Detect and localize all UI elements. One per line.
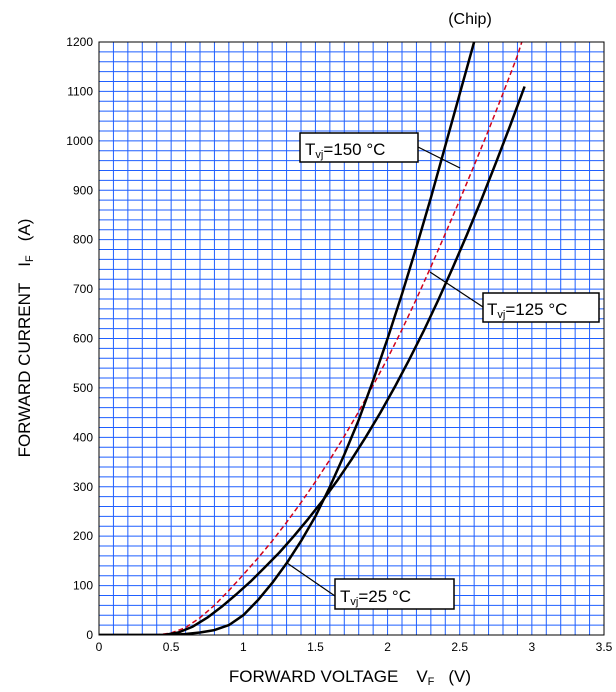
- callout-label-125: Tvj=125 °C: [487, 300, 567, 321]
- y-tick-label: 0: [86, 628, 93, 642]
- x-axis-symbol: V: [416, 667, 428, 686]
- y-axis-unit: (A): [15, 219, 34, 242]
- x-axis-title: FORWARD VOLTAGE VF (V): [229, 667, 471, 688]
- x-axis-unit: (V): [448, 667, 471, 686]
- y-tick-label: 1100: [67, 84, 93, 98]
- series-line-150c: [99, 86, 526, 635]
- callout-label-25: Tvj=25 °C: [340, 587, 411, 608]
- y-tick-label: 500: [73, 381, 93, 395]
- callout-leader-125: [429, 271, 484, 308]
- callout-box-25: [334, 578, 455, 610]
- callout-leader-150: [417, 146, 461, 169]
- x-tick-label: 0.5: [163, 640, 180, 654]
- x-tick-label: 2.5: [451, 640, 468, 654]
- y-axis-symbol: I: [15, 262, 34, 267]
- grid: [99, 42, 604, 635]
- y-tick-label: 1000: [66, 134, 93, 148]
- x-tick-label: 2: [384, 640, 391, 654]
- y-tick-label: 400: [73, 430, 93, 444]
- plot-frame: [98, 41, 605, 636]
- y-axis-symbol-sub: F: [24, 255, 36, 262]
- y-tick-label: 700: [73, 282, 93, 296]
- x-axis-label: FORWARD VOLTAGE: [229, 667, 398, 686]
- x-tick-label: 3.5: [596, 640, 613, 654]
- callout-box-150: [299, 132, 419, 163]
- y-axis-title: FORWARD CURRENT IF (A): [15, 219, 36, 458]
- y-tick-label: 1200: [66, 35, 93, 49]
- y-tick-label: 300: [73, 480, 93, 494]
- curves: [99, 42, 526, 635]
- y-axis-label: FORWARD CURRENT: [15, 283, 34, 458]
- y-tick-labels: 0 100 200 300 400 500 600 700 800 900 1000 1100 1200: [66, 35, 93, 642]
- x-axis-symbol-sub: F: [428, 676, 435, 688]
- x-tick-label: 1.5: [307, 640, 324, 654]
- x-tick-label: 3: [529, 640, 536, 654]
- y-tick-label: 100: [73, 579, 93, 593]
- x-tick-labels: 0 0.5 1 1.5 2 2.5 3 3.5: [96, 640, 613, 654]
- chip-note: (Chip): [448, 11, 492, 28]
- callout-label-150: Tvj=150 °C: [305, 140, 385, 161]
- y-tick-label: 600: [73, 332, 93, 346]
- x-tick-label: 1: [240, 640, 247, 654]
- callout-leader-25: [286, 562, 336, 597]
- callout-box-125: [482, 292, 600, 323]
- callouts: Tvj=150 °C Tvj=125 °C Tvj=25 °C: [286, 132, 600, 610]
- x-tick-label: 0: [96, 640, 103, 654]
- y-tick-label: 800: [73, 233, 93, 247]
- y-tick-label: 900: [73, 183, 93, 197]
- y-tick-label: 200: [73, 529, 93, 543]
- series-line-125c: [99, 42, 523, 635]
